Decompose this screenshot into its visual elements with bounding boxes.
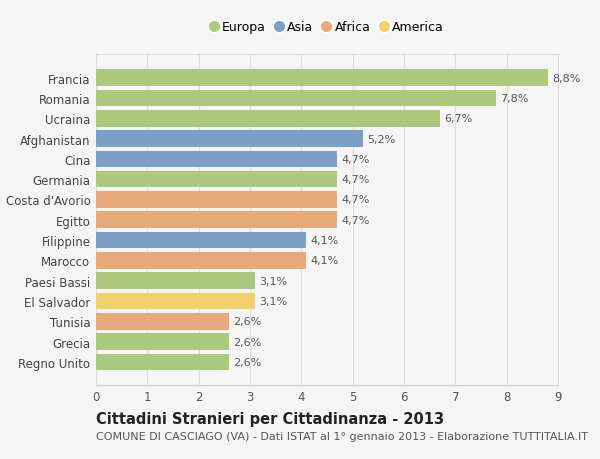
Text: 4,7%: 4,7% bbox=[341, 195, 370, 205]
Text: 3,1%: 3,1% bbox=[259, 276, 287, 286]
Text: 4,1%: 4,1% bbox=[311, 256, 339, 266]
Text: 4,1%: 4,1% bbox=[311, 235, 339, 246]
Bar bbox=[96, 334, 229, 350]
Bar bbox=[96, 90, 496, 107]
Bar bbox=[96, 151, 337, 168]
Bar bbox=[96, 172, 337, 188]
Bar bbox=[96, 354, 229, 370]
Text: 4,7%: 4,7% bbox=[341, 155, 370, 164]
Text: Cittadini Stranieri per Cittadinanza - 2013: Cittadini Stranieri per Cittadinanza - 2… bbox=[96, 411, 444, 426]
Bar bbox=[96, 212, 337, 229]
Bar bbox=[96, 192, 337, 208]
Bar bbox=[96, 273, 255, 290]
Legend: Europa, Asia, Africa, America: Europa, Asia, Africa, America bbox=[208, 18, 446, 36]
Text: 7,8%: 7,8% bbox=[500, 94, 529, 104]
Text: 3,1%: 3,1% bbox=[259, 297, 287, 307]
Bar bbox=[96, 232, 307, 249]
Bar bbox=[96, 313, 229, 330]
Text: 4,7%: 4,7% bbox=[341, 175, 370, 185]
Text: 6,7%: 6,7% bbox=[444, 114, 472, 124]
Bar bbox=[96, 111, 440, 127]
Bar bbox=[96, 131, 363, 147]
Bar bbox=[96, 293, 255, 310]
Text: 2,6%: 2,6% bbox=[233, 337, 262, 347]
Bar bbox=[96, 70, 548, 87]
Text: 8,8%: 8,8% bbox=[552, 73, 580, 84]
Text: 5,2%: 5,2% bbox=[367, 134, 395, 144]
Bar bbox=[96, 252, 307, 269]
Text: 4,7%: 4,7% bbox=[341, 215, 370, 225]
Text: 2,6%: 2,6% bbox=[233, 357, 262, 367]
Text: COMUNE DI CASCIAGO (VA) - Dati ISTAT al 1° gennaio 2013 - Elaborazione TUTTITALI: COMUNE DI CASCIAGO (VA) - Dati ISTAT al … bbox=[96, 431, 588, 442]
Text: 2,6%: 2,6% bbox=[233, 317, 262, 327]
